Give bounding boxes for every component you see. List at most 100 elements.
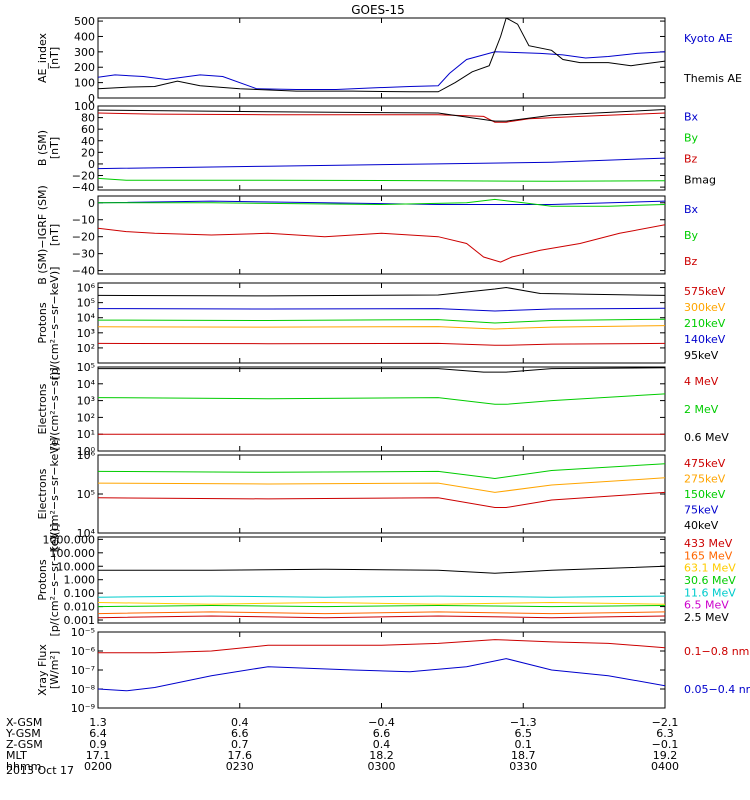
legend-0-05-0-4-nm: 0.05−0.4 nm	[684, 683, 750, 696]
y-tick-label: 10¹	[77, 428, 95, 441]
footer-value: 6.4	[89, 727, 107, 740]
y-axis-label: [p/(cm²−s−sr−keV)]	[48, 267, 61, 380]
legend-by: By	[684, 229, 699, 242]
footer-value: 17.1	[86, 749, 111, 762]
series-line-by	[98, 198, 665, 207]
y-axis-label: Electrons	[36, 468, 49, 519]
footer-value: 0330	[509, 760, 537, 773]
footer-value: 0300	[368, 760, 396, 773]
series-line-themis-ae	[98, 18, 665, 93]
footer-value: 0230	[226, 760, 254, 773]
footer-value: 1.3	[89, 716, 107, 729]
legend-2-5-mev: 2.5 MeV	[684, 611, 729, 624]
panel-frame	[97, 536, 666, 624]
footer-value: 0.4	[231, 716, 249, 729]
series-line-275kev	[98, 477, 665, 493]
y-tick-label: 1.000	[64, 574, 96, 587]
legend-bz: Bz	[684, 255, 698, 268]
y-tick-label: −30	[72, 248, 95, 261]
y-tick-label: 80	[81, 112, 95, 125]
y-axis-label: B (SM)	[36, 130, 49, 166]
series-line-95kev	[98, 286, 665, 297]
legend-themis-ae: Themis AE	[683, 72, 742, 85]
panel-frame	[97, 366, 666, 452]
y-tick-label: 10⁻⁷	[71, 664, 95, 677]
series-line-by	[98, 177, 665, 182]
y-tick-label: 500	[74, 15, 95, 28]
series-line-bx	[98, 157, 665, 170]
y-tick-label: 10²	[77, 342, 95, 355]
series-line-bmag	[98, 109, 665, 122]
date-label: 2013 Oct 17	[6, 764, 74, 777]
footer-value: 0.1	[515, 738, 533, 751]
series-line-210kev	[98, 318, 665, 324]
series-line-575kev	[98, 342, 665, 346]
y-tick-label: 10⁻⁹	[71, 702, 95, 715]
y-axis-label: [e/(cm²−s−sr)]	[48, 367, 61, 450]
series-line-0-6-mev	[98, 367, 665, 373]
y-tick-label: 10⁵	[77, 297, 95, 310]
legend-165-mev: 165 MeV	[684, 549, 733, 562]
series-line-140kev	[98, 307, 665, 312]
chart-title: GOES-15	[351, 3, 405, 17]
panel-frame	[97, 17, 666, 99]
series-line-bz	[98, 112, 665, 123]
legend-210kev: 210keV	[684, 317, 726, 330]
legend-275kev: 275keV	[684, 472, 726, 485]
footer-value: 6.3	[656, 727, 674, 740]
y-tick-label: 40	[81, 135, 95, 148]
panel-frame	[97, 454, 666, 534]
legend-475kev: 475keV	[684, 457, 726, 470]
panel-frame	[97, 195, 666, 275]
y-tick-label: 10⁻⁵	[71, 626, 95, 639]
footer-value: 6.6	[231, 727, 249, 740]
footer-value: 0400	[651, 760, 679, 773]
y-tick-label: 0	[88, 92, 95, 105]
y-axis-label: [p/(cm²−s−sr−keV)]	[48, 524, 61, 637]
legend-433-mev: 433 MeV	[684, 537, 733, 550]
y-tick-label: 0.100	[64, 587, 96, 600]
y-axis-label: Electrons	[36, 383, 49, 434]
footer-row-label: X-GSM	[6, 716, 42, 729]
legend-bx: Bx	[684, 203, 699, 216]
series-line-475kev	[98, 491, 665, 508]
legend-2-mev: 2 MeV	[684, 403, 719, 416]
series-line-0-05-0-4-nm	[98, 658, 665, 692]
legend-75kev: 75keV	[684, 504, 719, 517]
footer-value: 0.4	[373, 738, 391, 751]
footer-value: 6.5	[515, 727, 533, 740]
series-line-0-1-0-8-nm	[98, 639, 665, 654]
legend-bmag: Bmag	[684, 174, 716, 187]
y-axis-label: Xray Flux	[36, 644, 49, 696]
y-axis-label: Protons	[36, 302, 49, 343]
y-tick-label: 100.000	[50, 547, 96, 560]
legend-bz: Bz	[684, 153, 698, 166]
series-line-11-6-mev	[98, 595, 665, 598]
y-tick-label: 10⁻⁶	[71, 645, 96, 658]
panel-electrons1: 10⁰ 10¹ 10² 10³ 10⁴ 10⁵ Electrons [e/(cm²−s−sr)…	[36, 361, 729, 458]
legend-11-6-mev: 11.6 MeV	[684, 586, 736, 599]
footer-row-label: hhmm	[6, 760, 41, 773]
y-tick-label: −40	[72, 181, 95, 194]
legend-40kev: 40keV	[684, 519, 719, 532]
y-tick-label: 300	[74, 46, 95, 59]
legend-300kev: 300keV	[684, 301, 726, 314]
series-line-2-mev	[98, 393, 665, 405]
y-tick-label: 200	[74, 61, 95, 74]
series-line-kyoto-ae	[98, 51, 665, 90]
legend-575kev: 575keV	[684, 285, 726, 298]
series-line-150kev	[98, 463, 665, 480]
y-tick-label: 1000.000	[43, 533, 96, 546]
footer-row-label: Z-GSM	[6, 738, 43, 751]
series-line-bz	[98, 224, 665, 263]
series-line-bx	[98, 200, 665, 205]
legend-63-1-mev: 63.1 MeV	[684, 562, 736, 575]
y-tick-label: 10²	[77, 411, 95, 424]
series-line-2-5-mev	[98, 565, 665, 574]
footer-value: −0.4	[368, 716, 395, 729]
y-axis-label: [e/(cm²−s−sr−keV)]	[48, 438, 61, 551]
footer-value: 18.7	[511, 749, 536, 762]
footer-value: 18.2	[369, 749, 394, 762]
